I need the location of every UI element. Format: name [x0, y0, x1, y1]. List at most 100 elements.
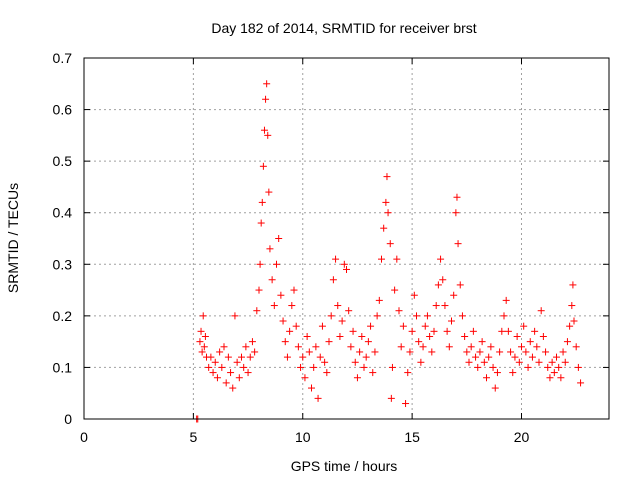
data-point — [515, 358, 523, 366]
data-point — [360, 363, 368, 371]
y-tick-label: 0.7 — [53, 50, 73, 66]
data-point — [259, 162, 267, 170]
data-point — [441, 302, 449, 310]
data-point — [437, 255, 445, 263]
data-point — [327, 312, 335, 320]
data-point — [404, 369, 412, 377]
data-point — [343, 265, 350, 273]
data-point — [336, 332, 344, 340]
data-point — [323, 369, 331, 377]
data-point — [251, 348, 259, 356]
data-point — [432, 302, 440, 310]
data-point — [364, 338, 372, 346]
y-tick-label: 0.3 — [53, 256, 73, 272]
data-point — [537, 307, 545, 315]
data-point — [222, 379, 230, 387]
data-point — [493, 369, 501, 377]
data-point — [458, 312, 466, 320]
data-point — [244, 369, 252, 377]
data-point — [351, 358, 359, 366]
data-point — [419, 343, 427, 351]
data-point — [353, 374, 361, 382]
data-point — [456, 281, 464, 289]
plot-frame — [83, 57, 610, 420]
data-point — [273, 260, 280, 268]
data-point — [303, 332, 311, 340]
data-point — [555, 363, 563, 371]
data-point — [242, 343, 250, 351]
data-point — [408, 327, 416, 335]
data-point — [391, 286, 399, 294]
data-point — [266, 245, 274, 253]
data-point — [345, 307, 353, 315]
x-tick-label: 5 — [189, 429, 197, 445]
data-point — [216, 348, 224, 356]
data-point — [347, 343, 355, 351]
data-point — [487, 343, 495, 351]
data-point — [310, 363, 318, 371]
y-tick-label: 0.4 — [53, 205, 73, 221]
data-point — [253, 307, 261, 315]
grid-lines — [84, 58, 609, 419]
data-point — [544, 363, 552, 371]
data-point — [196, 338, 204, 346]
data-point — [257, 219, 265, 227]
data-point — [502, 296, 510, 304]
y-tick-label: 0.6 — [53, 102, 73, 118]
data-point — [305, 348, 313, 356]
data-point — [507, 348, 515, 356]
data-point — [500, 312, 508, 320]
data-point — [275, 235, 283, 242]
y-tick-label: 0.2 — [53, 308, 73, 324]
data-point — [509, 369, 517, 377]
data-point — [443, 327, 451, 335]
data-point — [463, 348, 471, 356]
data-point — [417, 358, 425, 366]
x-tick-label: 20 — [514, 429, 530, 445]
data-point — [224, 353, 232, 361]
chart-title: Day 182 of 2014, SRMTID for receiver brs… — [211, 20, 476, 36]
data-point — [450, 291, 458, 299]
data-point — [563, 338, 571, 346]
data-point — [308, 384, 315, 392]
data-point — [478, 338, 486, 346]
data-point — [406, 348, 414, 356]
data-point — [231, 312, 239, 320]
data-point — [294, 343, 302, 351]
data-point — [246, 353, 254, 361]
data-point — [511, 353, 519, 361]
data-point — [577, 379, 585, 387]
data-point — [334, 302, 342, 310]
x-axis-label: GPS time / hours — [291, 458, 398, 474]
data-point — [321, 358, 329, 366]
data-point — [559, 348, 567, 356]
data-point — [220, 343, 228, 351]
data-point — [283, 353, 291, 361]
data-point — [286, 327, 294, 335]
data-point — [395, 307, 403, 315]
y-tick-label: 0.1 — [53, 359, 73, 375]
data-point — [325, 338, 333, 346]
data-point — [197, 327, 205, 335]
data-point — [402, 400, 410, 408]
data-point — [268, 276, 276, 284]
data-point — [380, 224, 388, 232]
data-point — [301, 374, 309, 382]
data-point — [574, 363, 582, 371]
data-point — [572, 343, 580, 351]
data-point — [557, 374, 565, 382]
data-point — [485, 353, 493, 361]
data-point — [550, 369, 558, 377]
y-tick-label: 0 — [64, 411, 72, 427]
data-point — [476, 348, 484, 356]
data-point — [415, 338, 423, 346]
data-point — [205, 363, 213, 371]
x-tick-label: 15 — [404, 429, 420, 445]
data-point — [256, 260, 264, 268]
data-point — [211, 358, 219, 366]
data-point — [413, 312, 420, 320]
data-point — [386, 240, 394, 248]
data-point — [533, 343, 541, 351]
data-point — [375, 296, 383, 304]
